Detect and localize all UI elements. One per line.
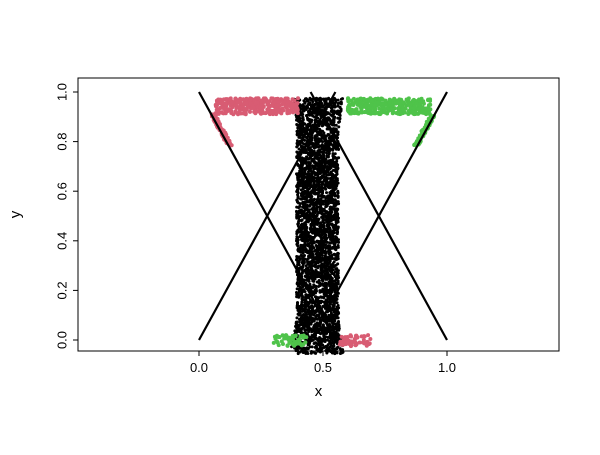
svg-text:0.0: 0.0 <box>190 360 208 375</box>
svg-text:0.8: 0.8 <box>54 133 69 151</box>
svg-text:0.0: 0.0 <box>54 331 69 349</box>
svg-text:y: y <box>7 210 24 218</box>
svg-text:0.6: 0.6 <box>54 182 69 200</box>
svg-text:1.0: 1.0 <box>54 83 69 101</box>
svg-text:0.2: 0.2 <box>54 281 69 299</box>
svg-text:0.5: 0.5 <box>314 360 332 375</box>
svg-text:x: x <box>315 383 323 400</box>
svg-text:0.4: 0.4 <box>54 232 69 250</box>
svg-text:1.0: 1.0 <box>438 360 456 375</box>
